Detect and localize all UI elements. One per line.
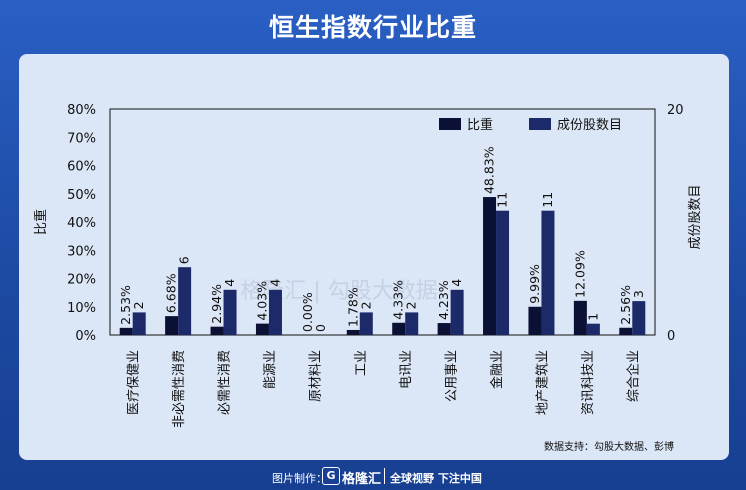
x-tick-label: 原材料业 xyxy=(308,350,323,402)
legend-swatch-count xyxy=(529,118,551,130)
data-label-count: 11 xyxy=(495,192,510,208)
x-tick-label: 电讯业 xyxy=(399,350,414,389)
x-tick-label: 综合企业 xyxy=(625,350,641,402)
data-label-weight: 0.00% xyxy=(300,292,315,332)
bar-series-weight xyxy=(573,300,587,335)
data-label-count: 3 xyxy=(631,290,646,298)
data-label-count: 4 xyxy=(449,279,464,287)
y2-axis-label: 成份股数目 xyxy=(688,184,703,249)
y-tick-label: 10% xyxy=(67,301,96,316)
legend-swatch-weight xyxy=(439,118,461,130)
data-label-weight: 4.23% xyxy=(436,280,451,320)
x-tick-label: 公用事业 xyxy=(445,350,460,402)
x-tick-label: 医疗保健业 xyxy=(127,350,142,415)
x-tick-label: 必需性消费 xyxy=(218,350,233,415)
footer-slogan: 全球视野 下注中国 xyxy=(390,472,482,485)
footer: 图片制作： G 格隆汇 全球视野 下注中国 xyxy=(0,463,746,490)
y-tick-label: 50% xyxy=(67,188,96,203)
data-label-count: 2 xyxy=(404,301,419,309)
data-label-weight: 12.09% xyxy=(572,250,587,298)
y2-tick-label: 20 xyxy=(667,103,684,118)
y-tick-label: 60% xyxy=(67,160,96,175)
bar-series-weight xyxy=(119,327,133,335)
bar-series-count xyxy=(541,210,555,335)
y-tick-label: 30% xyxy=(67,244,96,259)
bar-series-count xyxy=(632,301,646,335)
chart: 格隆汇 | 勾股大数据0%10%20%30%40%50%60%70%80%020… xyxy=(33,103,703,428)
bar-series-count xyxy=(405,312,419,335)
bar-series-weight xyxy=(437,323,451,335)
legend-label-count: 成份股数目 xyxy=(557,118,622,133)
data-label-count: 2 xyxy=(358,301,373,309)
bar-series-count xyxy=(268,289,282,335)
y-tick-label: 40% xyxy=(67,216,96,231)
x-tick-label: 非必需性消费 xyxy=(172,350,187,428)
data-label-count: 2 xyxy=(131,301,146,309)
data-label-weight: 4.03% xyxy=(254,281,269,321)
source-note: 数据支持：勾股大数据、彭博 xyxy=(544,442,674,453)
footer-made-by: 图片制作： xyxy=(272,472,327,485)
data-label-weight: 1.78% xyxy=(345,287,360,327)
legend-label-weight: 比重 xyxy=(467,117,493,133)
bar-series-weight xyxy=(255,323,269,335)
footer-divider xyxy=(384,468,385,484)
x-tick-label: 资讯科技业 xyxy=(581,350,596,415)
data-label-weight: 2.94% xyxy=(209,284,224,324)
x-tick-label: 工业 xyxy=(354,350,369,376)
data-label-weight: 6.68% xyxy=(164,273,179,313)
bar-series-count xyxy=(586,323,600,335)
bar-series-count xyxy=(132,312,146,335)
page-title: 恒生指数行业比重 xyxy=(268,13,477,42)
bar-series-count xyxy=(496,210,510,335)
data-label-weight: 48.83% xyxy=(482,146,497,194)
bar-series-count xyxy=(450,289,464,335)
data-label-count: 11 xyxy=(540,192,555,208)
data-label-count: 4 xyxy=(267,279,282,287)
plot-frame xyxy=(109,108,656,336)
y-tick-label: 20% xyxy=(67,273,96,288)
brand-logo-icon: G xyxy=(322,467,340,485)
x-tick-label: 地产建筑业 xyxy=(534,350,550,415)
bar-series-count xyxy=(178,267,192,335)
y2-tick-label: 0 xyxy=(667,329,675,344)
data-label-count: 4 xyxy=(222,279,237,287)
bar-series-weight xyxy=(346,329,360,335)
y-tick-label: 0% xyxy=(75,329,96,344)
bar-series-count xyxy=(359,312,373,335)
data-label-count: 6 xyxy=(177,256,192,264)
y-tick-label: 70% xyxy=(67,131,96,146)
chart-card xyxy=(19,54,729,460)
bar-series-weight xyxy=(619,327,633,335)
footer-brand: 格隆汇 xyxy=(342,472,382,487)
x-tick-label: 能源业 xyxy=(263,350,278,389)
y-tick-label: 80% xyxy=(67,103,96,118)
data-label-count: 0 xyxy=(313,324,328,332)
x-tick-label: 金融业 xyxy=(489,350,505,389)
data-label-weight: 4.33% xyxy=(391,280,406,320)
bar-series-weight xyxy=(528,306,542,335)
data-label-weight: 9.99% xyxy=(527,264,542,304)
bar-series-weight xyxy=(483,197,497,335)
data-label-weight: 2.56% xyxy=(618,285,633,325)
y-axis-label: 比重 xyxy=(33,209,49,235)
bar-series-weight xyxy=(165,316,179,335)
bar-series-weight xyxy=(210,326,224,335)
data-label-count: 1 xyxy=(585,313,600,321)
bar-series-count xyxy=(223,289,237,335)
data-label-weight: 2.53% xyxy=(118,285,133,325)
bar-series-weight xyxy=(392,322,406,335)
